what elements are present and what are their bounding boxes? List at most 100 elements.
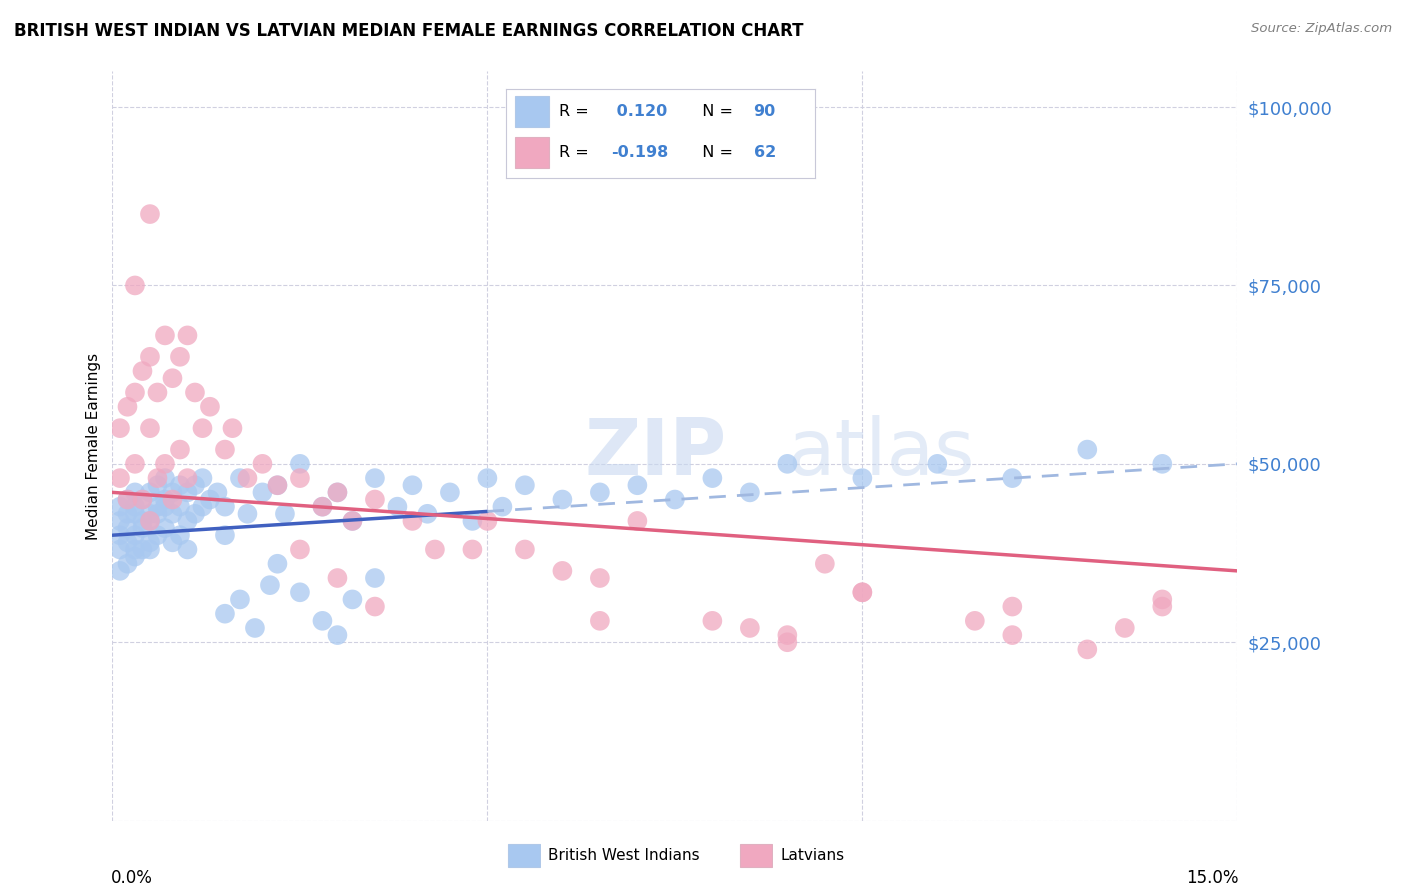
Point: [1001, 599, 1024, 614]
Point: [342, 514, 364, 528]
Text: British West Indians: British West Indians: [548, 848, 700, 863]
Point: [198, 400, 221, 414]
Point: [851, 585, 873, 599]
Point: [589, 485, 612, 500]
Point: [326, 628, 349, 642]
Point: [387, 500, 409, 514]
Point: [214, 607, 236, 621]
Point: [117, 521, 139, 535]
Point: [146, 507, 169, 521]
Point: [626, 514, 648, 528]
Point: [139, 514, 162, 528]
Point: [229, 471, 252, 485]
Point: [401, 514, 423, 528]
Point: [117, 507, 139, 521]
Point: [439, 485, 461, 500]
Point: [153, 521, 176, 535]
Point: [236, 471, 259, 485]
Point: [851, 585, 873, 599]
Point: [146, 478, 169, 492]
Text: ZIP: ZIP: [585, 416, 727, 491]
Point: [243, 621, 266, 635]
Point: [117, 492, 139, 507]
Point: [702, 471, 724, 485]
Point: [738, 621, 761, 635]
Point: [124, 278, 146, 293]
Text: 90: 90: [754, 104, 776, 119]
Point: [108, 542, 131, 557]
Text: 0.0%: 0.0%: [111, 870, 153, 888]
Text: 0.120: 0.120: [612, 104, 668, 119]
Text: BRITISH WEST INDIAN VS LATVIAN MEDIAN FEMALE EARNINGS CORRELATION CHART: BRITISH WEST INDIAN VS LATVIAN MEDIAN FE…: [14, 22, 804, 40]
Point: [131, 492, 153, 507]
Point: [342, 592, 364, 607]
Point: [311, 500, 333, 514]
Point: [162, 507, 184, 521]
Point: [169, 442, 191, 457]
Text: atlas: atlas: [787, 416, 974, 491]
Point: [131, 492, 153, 507]
FancyBboxPatch shape: [740, 844, 772, 867]
Point: [1076, 642, 1098, 657]
Point: [124, 385, 146, 400]
Point: [513, 542, 536, 557]
Point: [153, 471, 176, 485]
Point: [184, 478, 207, 492]
Point: [311, 500, 333, 514]
Point: [131, 514, 153, 528]
Point: [139, 421, 162, 435]
Point: [702, 614, 724, 628]
Point: [191, 421, 214, 435]
Point: [124, 507, 146, 521]
Y-axis label: Median Female Earnings: Median Female Earnings: [86, 352, 101, 540]
Point: [461, 542, 484, 557]
Point: [513, 478, 536, 492]
Point: [589, 571, 612, 585]
Point: [153, 457, 176, 471]
Point: [146, 528, 169, 542]
Point: [214, 500, 236, 514]
Point: [311, 614, 333, 628]
Point: [274, 507, 297, 521]
Point: [326, 485, 349, 500]
Point: [176, 542, 198, 557]
Point: [124, 457, 146, 471]
Point: [776, 457, 799, 471]
Point: [423, 542, 446, 557]
Text: Source: ZipAtlas.com: Source: ZipAtlas.com: [1251, 22, 1392, 36]
Point: [1152, 457, 1174, 471]
Point: [364, 492, 387, 507]
Text: -0.198: -0.198: [612, 145, 669, 160]
Point: [207, 485, 229, 500]
Point: [139, 507, 162, 521]
Point: [221, 421, 243, 435]
Point: [551, 564, 574, 578]
Point: [176, 514, 198, 528]
Point: [124, 485, 146, 500]
Point: [176, 328, 198, 343]
Point: [162, 535, 184, 549]
Point: [184, 385, 207, 400]
Point: [146, 500, 169, 514]
Point: [1001, 471, 1024, 485]
Text: 62: 62: [754, 145, 776, 160]
Point: [326, 571, 349, 585]
Point: [117, 535, 139, 549]
Point: [252, 457, 274, 471]
Text: 15.0%: 15.0%: [1185, 870, 1239, 888]
Point: [1076, 442, 1098, 457]
Point: [198, 492, 221, 507]
Point: [589, 614, 612, 628]
Point: [117, 492, 139, 507]
Point: [139, 207, 162, 221]
Point: [401, 478, 423, 492]
Point: [131, 521, 153, 535]
Point: [626, 478, 648, 492]
Point: [146, 385, 169, 400]
Point: [252, 485, 274, 500]
Point: [1152, 592, 1174, 607]
Text: N =: N =: [692, 104, 738, 119]
Point: [139, 542, 162, 557]
FancyBboxPatch shape: [516, 137, 550, 168]
FancyBboxPatch shape: [516, 96, 550, 127]
